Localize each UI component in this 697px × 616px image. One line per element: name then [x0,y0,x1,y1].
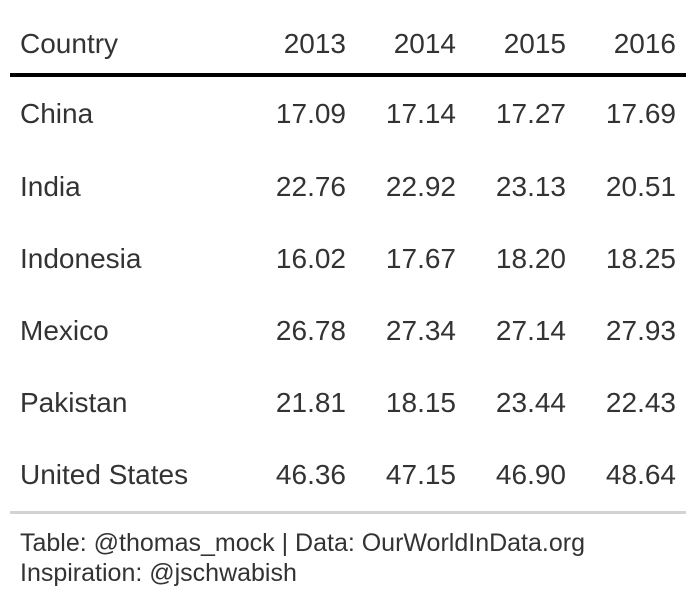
value-cell: 17.09 [275,98,346,129]
value-cell: 17.14 [385,98,456,129]
value-cell: 27.34 [385,315,456,346]
table-row: United States 46.36 47.15 46.90 48.64 [10,439,686,511]
country-cell: Pakistan [20,387,128,418]
value-cell: 46.90 [495,459,566,490]
table-row: Indonesia 16.02 17.67 18.20 18.25 [10,223,686,295]
value-cell: 27.14 [495,315,566,346]
value-cell: 22.76 [275,171,346,202]
value-cell: 18.25 [605,243,676,274]
table-row: Pakistan 21.81 18.15 23.44 22.43 [10,367,686,439]
country-cell: Indonesia [20,243,142,274]
column-header-2013: 2013 [246,0,356,77]
value-cell: 18.20 [495,243,566,274]
value-cell: 27.93 [605,315,676,346]
table-header: Country 2013 2014 2015 2016 [10,0,686,77]
country-cell: Mexico [20,315,109,346]
value-cell: 18.15 [385,387,456,418]
country-cell: India [20,171,81,202]
column-header-country: Country [10,0,246,77]
value-cell: 46.36 [275,459,346,490]
value-cell: 23.13 [495,171,566,202]
inspiration-note: Inspiration: @jschwabish [20,559,297,587]
value-cell: 22.43 [605,387,676,418]
value-cell: 17.27 [495,98,566,129]
value-cell: 21.81 [275,387,346,418]
data-table: Country 2013 2014 2015 2016 China 17.09 … [10,0,686,511]
value-cell: 23.44 [495,387,566,418]
table-row: China 17.09 17.14 17.27 17.69 [10,75,686,151]
country-cell: China [20,98,94,129]
table-footer: Table: @thomas_mock | Data: OurWorldInDa… [10,511,686,588]
table-row: Mexico 26.78 27.34 27.14 27.93 [10,295,686,367]
value-cell: 22.92 [385,171,456,202]
table-body: China 17.09 17.14 17.27 17.69 India 22.7… [10,75,686,511]
value-cell: 16.02 [275,243,346,274]
column-header-2015: 2015 [466,0,576,77]
table-row: India 22.76 22.92 23.13 20.51 [10,151,686,223]
source-note: Table: @thomas_mock | Data: OurWorldInDa… [20,529,585,557]
country-cell: United States [20,459,189,490]
value-cell: 17.67 [385,243,456,274]
header-row: Country 2013 2014 2015 2016 [10,0,686,77]
value-cell: 20.51 [605,171,676,202]
value-cell: 47.15 [385,459,456,490]
value-cell: 26.78 [275,315,346,346]
value-cell: 17.69 [605,98,676,129]
value-cell: 48.64 [605,459,676,490]
column-header-2016: 2016 [576,0,686,77]
column-header-2014: 2014 [356,0,466,77]
